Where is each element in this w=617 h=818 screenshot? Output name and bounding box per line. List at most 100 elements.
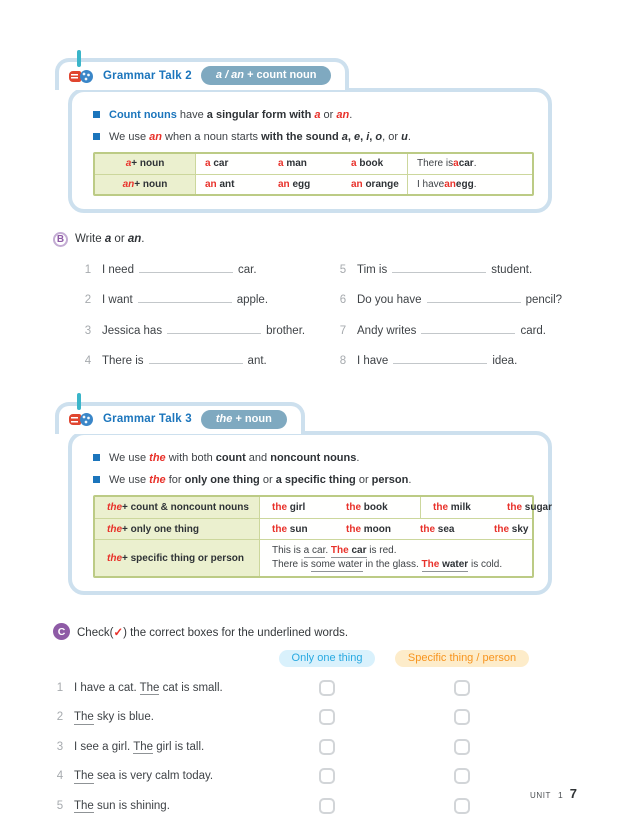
examples-cell: the sun the moon the sea the sky <box>260 519 568 539</box>
item-text-pre: I have <box>357 355 389 367</box>
exercise-b-icon: B <box>53 231 68 247</box>
sentence-text: The sky is blue. <box>74 711 154 725</box>
sentence-examples-cell: This is a car. The car is red. There is … <box>260 540 532 576</box>
checkbox-specific-thing[interactable] <box>454 738 470 755</box>
answer-blank[interactable] <box>167 322 262 334</box>
item-text-post: car. <box>237 263 257 276</box>
answer-blank[interactable] <box>392 261 487 273</box>
icon-stick <box>77 393 81 410</box>
check-item: 1 I have a cat. The cat is small. <box>55 673 577 703</box>
exercise-b-section: B Write a or an. 1 I need car. 2 I want … <box>53 231 577 383</box>
item-sentence: 1 I have a cat. The cat is small. <box>55 681 272 696</box>
fill-blank-item: 2 I want apple. <box>83 291 338 322</box>
bullet-square-icon <box>93 110 100 118</box>
icon-red-speaker <box>69 414 81 425</box>
item-sentence: 4 The sea is very calm today. <box>55 770 272 784</box>
sentence-example-cell: There is a car. <box>417 158 477 169</box>
table-row: the + count & noncount nouns the girl th… <box>95 497 552 518</box>
answer-blank[interactable] <box>138 261 233 273</box>
check-item: 2 The sky is blue. <box>55 703 577 733</box>
rule-bullet: We use the with both count and noncount … <box>93 451 534 465</box>
exercise-c-instruction: Check(✓) the correct boxes for the under… <box>77 626 349 639</box>
row-header-cell: the + count & noncount nouns <box>95 497 260 518</box>
item-text-pre: Andy writes <box>357 324 417 337</box>
grammar-talk-3-box: We use the with both count and noncount … <box>68 431 552 595</box>
check-item: 5 The sun is shining. <box>55 791 577 818</box>
item-number: 4 <box>56 770 64 783</box>
item-text-pre: Tim is <box>357 263 388 276</box>
checkbox-only-one-thing[interactable] <box>319 679 335 696</box>
noun-example: an ant <box>205 178 235 190</box>
checkbox-only-one-thing[interactable] <box>319 738 335 755</box>
answer-blank[interactable] <box>426 291 521 303</box>
item-number: 3 <box>84 324 92 337</box>
checkbox-specific-thing[interactable] <box>454 768 470 785</box>
table-row: the + only one thing the sun the moon th… <box>95 518 532 539</box>
item-text-pre: I want <box>102 294 133 306</box>
column-headers-row: Only one thing Specific thing / person <box>55 646 577 670</box>
exercise-b-header: B Write a or an. <box>53 231 577 247</box>
answer-blank[interactable] <box>393 352 488 364</box>
exercise-c-header: C Check(✓) the correct boxes for the und… <box>53 623 577 640</box>
noun-example: the sun <box>272 523 308 535</box>
noun-example: an orange <box>351 178 399 190</box>
item-text-pre: Jessica has <box>102 324 163 337</box>
checkbox-only-one-thing[interactable] <box>319 768 335 785</box>
grammar-talk-3-title: Grammar Talk 3 <box>103 413 192 425</box>
icon-blue-ball <box>80 413 93 426</box>
bullet-square-icon <box>93 454 100 461</box>
item-text-post: brother. <box>266 324 306 337</box>
noun-example: the sugar <box>507 502 553 513</box>
item-number: 1 <box>56 681 64 694</box>
fill-blank-item: 3 Jessica has brother. <box>83 322 338 353</box>
sentence-text: The sun is shining. <box>74 799 170 814</box>
row-header-cell: an + noun <box>95 174 196 194</box>
sentence-example: This is a car. The car is red. <box>272 545 397 558</box>
sentence-example: There is some water in the glass. The wa… <box>272 559 503 572</box>
item-number: 3 <box>56 740 64 753</box>
bullet-square-icon <box>93 476 100 483</box>
item-number: 6 <box>339 294 347 306</box>
noun-examples-cell: an ant an egg an orange <box>196 174 408 194</box>
noun-example: an egg <box>278 178 311 190</box>
row-header-cell: a + noun <box>95 153 196 174</box>
checkbox-only-one-thing[interactable] <box>319 709 335 726</box>
icon-blue-ball <box>80 69 93 83</box>
item-sentence: 3 I see a girl. The girl is tall. <box>55 740 272 755</box>
rule-text: We use the for only one thing or a speci… <box>109 474 412 486</box>
check-item: 4 The sea is very calm today. <box>55 762 577 792</box>
rule-bullet: We use an when a noun starts with the so… <box>93 130 534 144</box>
fill-blank-item: 1 I need car. <box>83 261 338 292</box>
page-number: 7 <box>569 786 577 801</box>
topic-badge-the: the + noun <box>200 409 287 429</box>
row-header-cell: the + specific thing or person <box>95 540 260 576</box>
noun-example: the sky <box>494 523 529 535</box>
row-header-cell: the + only one thing <box>95 519 260 539</box>
checkbox-specific-thing[interactable] <box>454 679 470 696</box>
grammar-talk-3-tab: Grammar Talk 3 the + noun <box>55 393 305 434</box>
rule-text: We use an when a noun starts with the so… <box>109 130 411 143</box>
item-text-post: card. <box>520 324 547 337</box>
checkbox-specific-thing[interactable] <box>454 797 470 814</box>
answer-blank[interactable] <box>148 352 243 364</box>
noun-example: the milk <box>433 502 471 513</box>
topic-badge-a-an: a / an + count noun <box>200 66 332 85</box>
page-footer: UNIT 1 7 <box>530 786 577 801</box>
table-row: the + specific thing or person This is a… <box>95 539 532 576</box>
grammar-talk-2-title: Grammar Talk 2 <box>103 69 192 82</box>
sentence-example-cell: I have an egg. <box>417 178 477 190</box>
noun-example: the book <box>346 502 388 513</box>
audio-megaphone-icon <box>69 49 94 83</box>
answer-blank[interactable] <box>137 291 232 303</box>
checkbox-only-one-thing[interactable] <box>319 797 335 814</box>
icon-red-speaker <box>69 70 81 82</box>
audio-megaphone-icon <box>69 393 94 426</box>
table-row: an + noun an ant an egg an orange I have… <box>95 173 532 194</box>
checkbox-specific-thing[interactable] <box>454 709 470 726</box>
item-text-post: idea. <box>492 355 518 367</box>
exercise-b-instruction: Write a or an. <box>75 233 145 245</box>
answer-blank[interactable] <box>421 322 516 334</box>
item-text-post: student. <box>491 263 533 276</box>
item-number: 7 <box>339 324 347 337</box>
